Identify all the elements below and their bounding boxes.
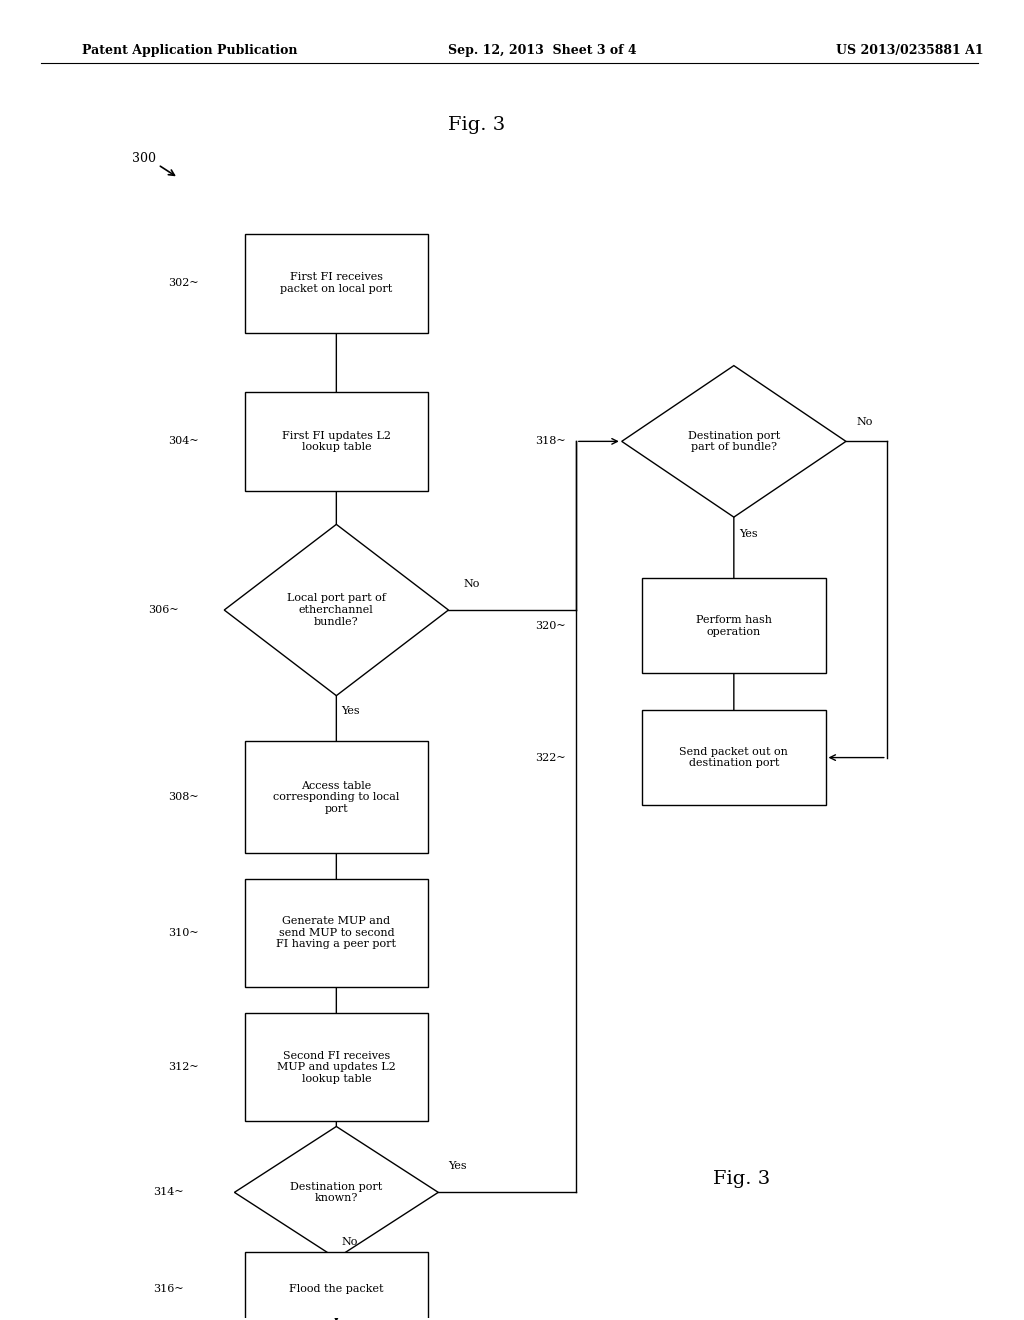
Text: First FI updates L2
lookup table: First FI updates L2 lookup table xyxy=(282,430,391,453)
Text: US 2013/0235881 A1: US 2013/0235881 A1 xyxy=(836,44,983,57)
Text: First FI receives
packet on local port: First FI receives packet on local port xyxy=(281,272,392,294)
Text: Local port part of
etherchannel
bundle?: Local port part of etherchannel bundle? xyxy=(287,594,386,627)
Text: 304~: 304~ xyxy=(168,437,199,446)
Text: 310~: 310~ xyxy=(168,928,199,937)
Text: 300: 300 xyxy=(132,152,157,165)
Text: Generate MUP and
send MUP to second
FI having a peer port: Generate MUP and send MUP to second FI h… xyxy=(276,916,396,949)
Text: Flood the packet: Flood the packet xyxy=(289,1283,384,1294)
Text: 314~: 314~ xyxy=(153,1188,183,1197)
Text: 312~: 312~ xyxy=(168,1063,199,1072)
Text: Second FI receives
MUP and updates L2
lookup table: Second FI receives MUP and updates L2 lo… xyxy=(276,1051,395,1084)
Text: 316~: 316~ xyxy=(153,1283,183,1294)
Polygon shape xyxy=(224,524,449,696)
Text: 306~: 306~ xyxy=(147,605,178,615)
Text: Perform hash
operation: Perform hash operation xyxy=(696,615,772,636)
Text: 302~: 302~ xyxy=(168,279,199,288)
Text: Access table
corresponding to local
port: Access table corresponding to local port xyxy=(273,780,399,813)
Text: Yes: Yes xyxy=(341,706,360,717)
FancyBboxPatch shape xyxy=(245,741,428,853)
FancyBboxPatch shape xyxy=(245,879,428,987)
Text: Destination port
known?: Destination port known? xyxy=(290,1181,383,1203)
Text: 322~: 322~ xyxy=(536,752,565,763)
FancyBboxPatch shape xyxy=(245,1014,428,1121)
Text: Fig. 3: Fig. 3 xyxy=(714,1171,771,1188)
Text: 318~: 318~ xyxy=(536,437,565,446)
Polygon shape xyxy=(622,366,846,517)
Text: Destination port
part of bundle?: Destination port part of bundle? xyxy=(688,430,780,453)
Text: 308~: 308~ xyxy=(168,792,199,803)
Text: Patent Application Publication: Patent Application Publication xyxy=(82,44,297,57)
FancyBboxPatch shape xyxy=(642,578,825,673)
Text: 320~: 320~ xyxy=(536,620,565,631)
Text: No: No xyxy=(464,578,480,589)
Text: Send packet out on
destination port: Send packet out on destination port xyxy=(679,747,788,768)
Text: Fig. 3: Fig. 3 xyxy=(449,116,506,135)
FancyBboxPatch shape xyxy=(245,234,428,333)
FancyBboxPatch shape xyxy=(245,392,428,491)
Text: No: No xyxy=(341,1237,357,1247)
Text: Yes: Yes xyxy=(739,528,758,539)
FancyBboxPatch shape xyxy=(642,710,825,805)
Polygon shape xyxy=(234,1126,438,1258)
Text: Sep. 12, 2013  Sheet 3 of 4: Sep. 12, 2013 Sheet 3 of 4 xyxy=(449,44,637,57)
FancyBboxPatch shape xyxy=(245,1253,428,1320)
Text: Yes: Yes xyxy=(449,1162,467,1171)
Text: No: No xyxy=(856,417,872,426)
